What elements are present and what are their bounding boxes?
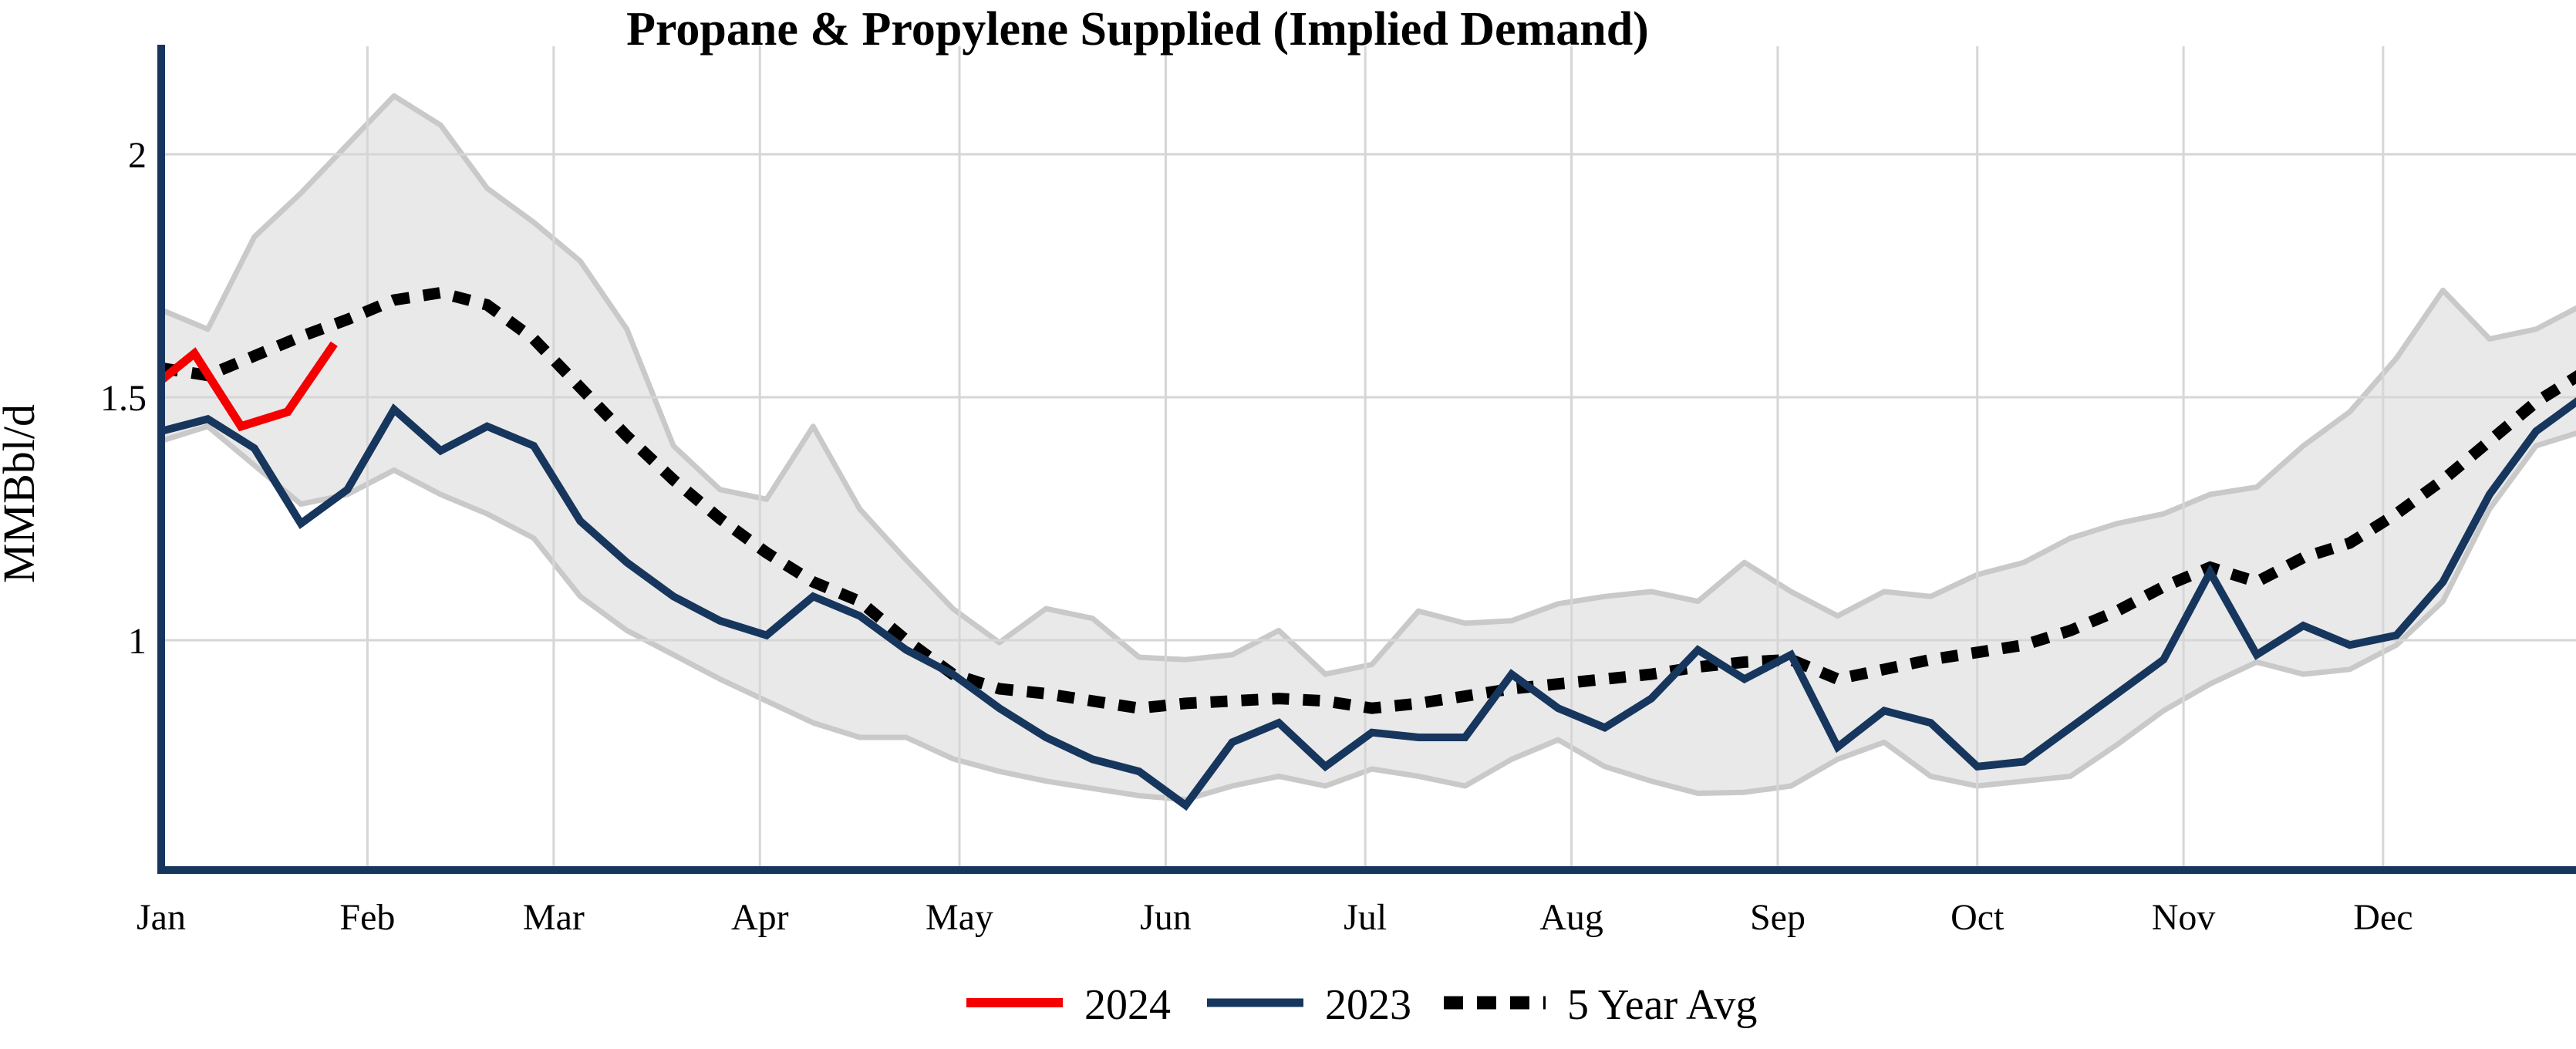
x-tick-label-oct: Oct	[1951, 897, 2004, 938]
axis-tick-labels: 2 1.5 1 Jan Feb Mar Apr May Jun Jul Aug Sep Oct Nov De…	[100, 135, 2413, 938]
x-tick-label-nov: Nov	[2152, 897, 2216, 938]
five-year-range-band	[161, 93, 2576, 803]
band-edge	[161, 93, 2576, 803]
data-series	[161, 286, 2576, 811]
legend-label-2023: 2023	[1325, 981, 1411, 1029]
series-line-5-year-avg	[161, 286, 2576, 714]
x-tick-label-jun: Jun	[1140, 897, 1192, 938]
x-tick-label-jul: Jul	[1344, 897, 1387, 938]
x-tick-label-mar: Mar	[523, 897, 585, 938]
x-tick-label-dec: Dec	[2353, 897, 2412, 938]
x-tick-label-may: May	[926, 897, 993, 938]
y-axis-label: MMBbl/d	[0, 404, 44, 583]
x-tick-label-sep: Sep	[1750, 897, 1806, 938]
series-line-2024	[161, 341, 338, 432]
legend-label-2024: 2024	[1084, 981, 1171, 1029]
chart-title: Propane & Propylene Supplied (Implied De…	[626, 3, 1649, 56]
axes-spines	[157, 45, 2576, 874]
x-tick-label-apr: Apr	[731, 897, 789, 938]
legend-item-2023: 2023	[1207, 981, 1411, 1029]
x-tick-label-feb: Feb	[339, 897, 395, 938]
series-line-2023	[161, 397, 2576, 811]
gridlines	[161, 46, 2576, 870]
y-tick-label-2: 2	[128, 135, 147, 176]
y-tick-label-1: 1	[128, 621, 147, 662]
band-fill	[161, 96, 2576, 800]
legend: 2024 2023 5 Year Avg	[966, 981, 1757, 1029]
legend-label-5yr-avg: 5 Year Avg	[1567, 981, 1757, 1029]
x-tick-label-jan: Jan	[137, 897, 186, 938]
legend-item-5yr-avg: 5 Year Avg	[1444, 981, 1757, 1029]
x-tick-label-aug: Aug	[1539, 897, 1603, 938]
legend-item-2024: 2024	[966, 981, 1171, 1029]
y-tick-label-1.5: 1.5	[100, 378, 147, 419]
